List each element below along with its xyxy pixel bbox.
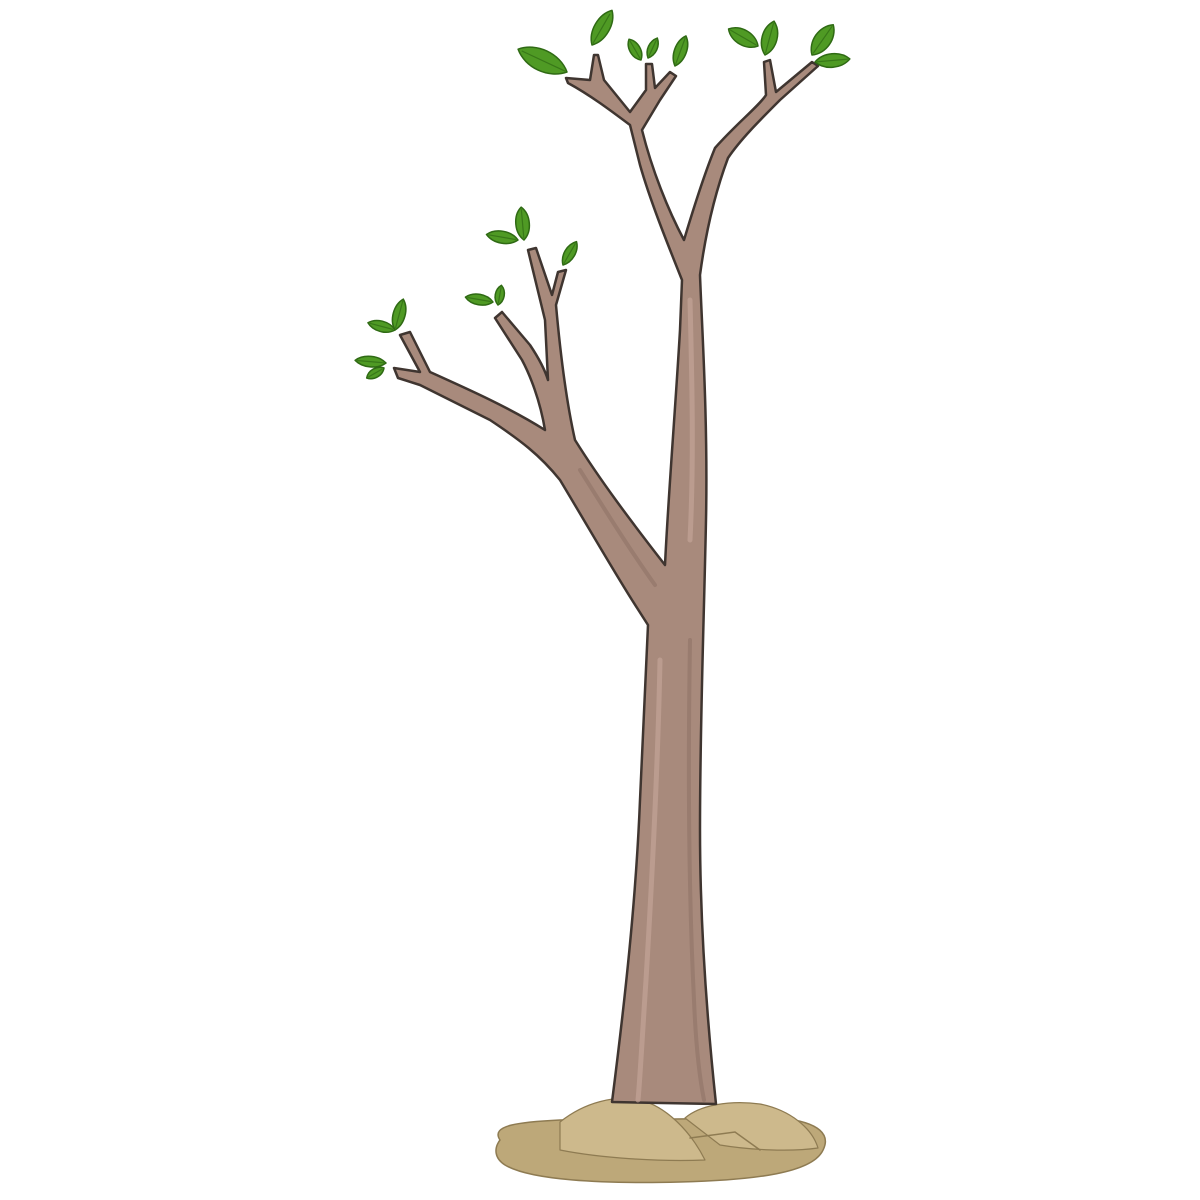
leaf — [485, 230, 519, 245]
leaves — [354, 9, 851, 380]
leaf — [515, 206, 531, 241]
trunk-main — [392, 53, 820, 1106]
tree-trunk — [392, 53, 820, 1106]
trunk-shade — [686, 638, 706, 1102]
soil-crack — [689, 1131, 761, 1151]
leaf — [494, 284, 506, 306]
leaf — [760, 20, 779, 56]
leaf — [354, 355, 387, 368]
branch-highlight — [687, 297, 695, 543]
leaf — [464, 293, 494, 306]
leaf — [727, 27, 759, 48]
leaf — [646, 37, 659, 59]
leaf — [672, 35, 689, 67]
trunk-highlight — [635, 657, 663, 1103]
leaf — [814, 52, 851, 68]
leaf — [627, 38, 643, 61]
leaf — [810, 23, 835, 56]
soil-rock-left — [559, 1097, 706, 1162]
branch-shade — [578, 468, 657, 587]
leaf — [517, 46, 568, 75]
leaf — [391, 298, 407, 331]
leaf — [590, 9, 614, 46]
soil-mound — [495, 1097, 827, 1184]
leaf — [367, 319, 396, 333]
leaf — [365, 366, 385, 380]
leaf — [561, 240, 578, 266]
